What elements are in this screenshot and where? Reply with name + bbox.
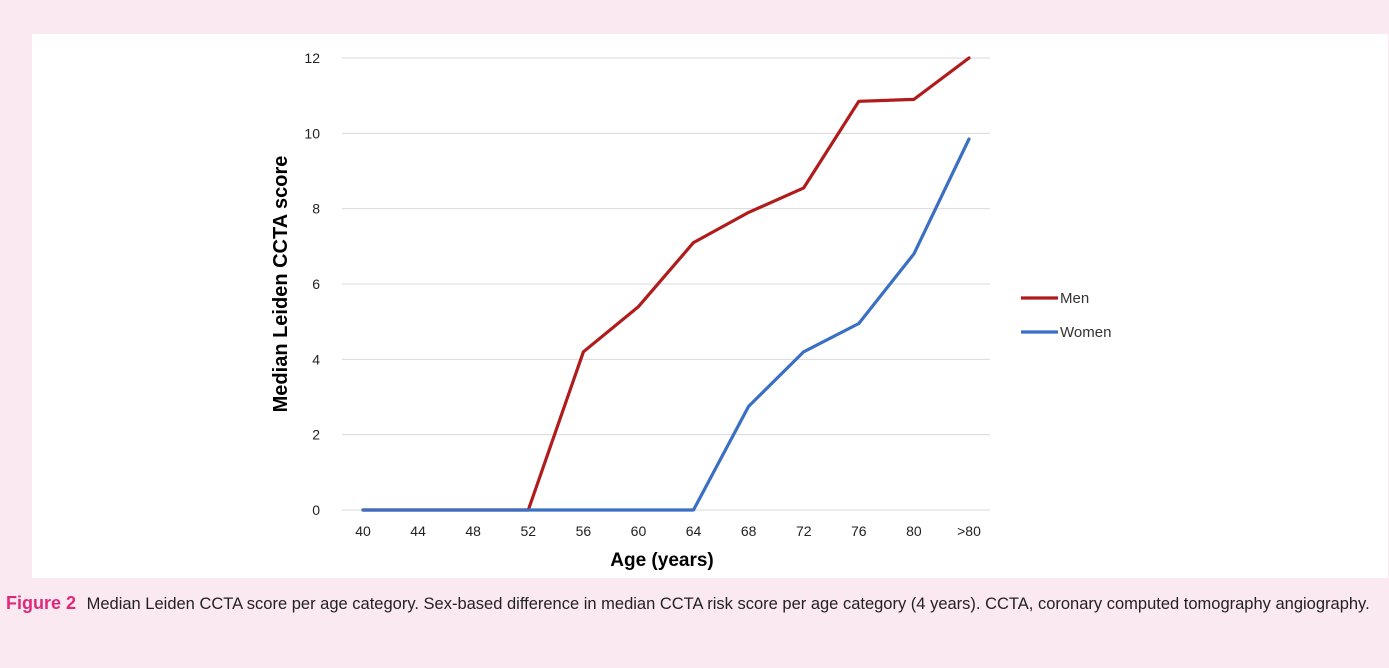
x-tick-label: >80 bbox=[957, 523, 981, 539]
x-tick-label: 72 bbox=[796, 523, 812, 539]
x-tick-label: 64 bbox=[686, 523, 702, 539]
y-tick-label: 2 bbox=[312, 427, 320, 443]
y-tick-label: 0 bbox=[312, 502, 320, 518]
chart-panel: 0 2 4 6 8 10 12 40 44 48 52 56 60 64 68 72 76 80 >80 Men W… bbox=[32, 34, 1388, 578]
x-tick-label: 48 bbox=[465, 523, 481, 539]
y-tick-label: 4 bbox=[312, 351, 320, 367]
y-tick-label: 8 bbox=[312, 201, 320, 217]
x-tick-label: 52 bbox=[520, 523, 536, 539]
y-axis-title: Median Leiden CCTA score bbox=[270, 156, 292, 413]
caption-text: Median Leiden CCTA score per age categor… bbox=[86, 595, 1370, 613]
y-tick-label: 10 bbox=[304, 125, 320, 141]
legend-label-women: Women bbox=[1060, 324, 1111, 341]
legend: Men Women bbox=[1021, 290, 1111, 341]
legend-label-men: Men bbox=[1060, 290, 1089, 307]
x-tick-label: 40 bbox=[355, 523, 371, 539]
y-tick-label: 12 bbox=[304, 50, 320, 66]
x-tick-label: 68 bbox=[741, 523, 757, 539]
x-tick-label: 60 bbox=[631, 523, 647, 539]
figure-caption: Figure 2 Median Leiden CCTA score per ag… bbox=[6, 590, 1376, 618]
series-lines bbox=[361, 56, 971, 512]
x-tick-label: 76 bbox=[851, 523, 867, 539]
gridlines bbox=[342, 57, 990, 511]
series-line-women bbox=[361, 137, 971, 512]
x-tick-label: 44 bbox=[410, 523, 426, 539]
x-tick-label: 56 bbox=[576, 523, 592, 539]
y-tick-labels: 0 2 4 6 8 10 12 bbox=[304, 50, 320, 518]
x-tick-labels: 40 44 48 52 56 60 64 68 72 76 80 >80 bbox=[355, 523, 981, 539]
x-tick-label: 80 bbox=[906, 523, 922, 539]
y-tick-label: 6 bbox=[312, 276, 320, 292]
figure-label: Figure 2 bbox=[6, 593, 77, 613]
x-axis-title: Age (years) bbox=[610, 550, 714, 571]
